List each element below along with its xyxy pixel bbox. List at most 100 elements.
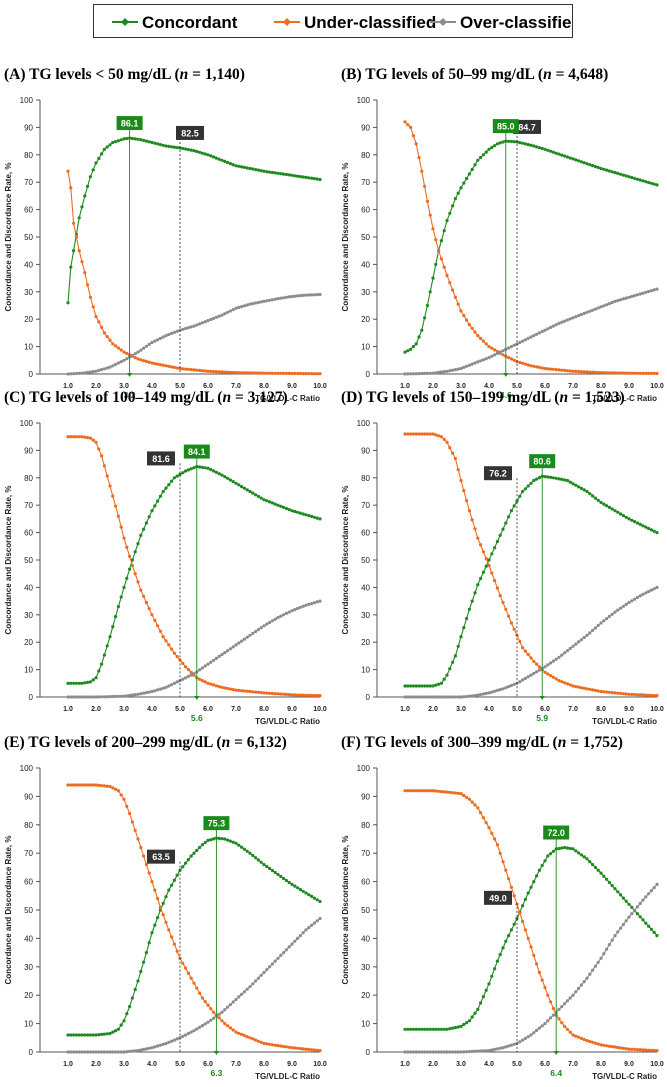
data-point xyxy=(167,332,171,337)
data-point xyxy=(563,154,567,158)
data-point xyxy=(231,840,235,844)
x-tick-label: 7.0 xyxy=(568,706,578,713)
data-point xyxy=(448,1050,452,1054)
data-point xyxy=(467,172,471,176)
data-point xyxy=(504,521,508,525)
data-point xyxy=(647,371,651,375)
data-point xyxy=(605,617,609,621)
data-point xyxy=(434,1050,438,1054)
data-point xyxy=(80,681,84,685)
data-point xyxy=(212,683,216,687)
data-point xyxy=(532,953,536,957)
data-point xyxy=(195,368,199,372)
data-point xyxy=(563,368,567,372)
data-point xyxy=(116,789,120,793)
data-point xyxy=(633,371,637,375)
y-tick-label: 40 xyxy=(361,583,370,592)
reference-value-label: 81.6 xyxy=(152,454,170,464)
data-point xyxy=(161,686,165,690)
x-tick-label: 1.0 xyxy=(400,1061,410,1068)
data-point xyxy=(579,312,583,317)
data-point xyxy=(167,144,171,148)
data-point xyxy=(521,141,525,145)
reference-value-box xyxy=(513,119,541,134)
data-point xyxy=(72,681,76,685)
data-point xyxy=(184,966,188,970)
data-point xyxy=(448,369,452,373)
y-tick-label: 50 xyxy=(24,233,33,242)
data-point xyxy=(217,1016,221,1020)
data-point xyxy=(624,296,628,300)
data-point xyxy=(91,678,95,682)
data-point xyxy=(150,880,154,884)
data-point xyxy=(97,1050,101,1054)
data-point xyxy=(147,140,151,144)
data-point xyxy=(301,372,305,376)
data-point xyxy=(158,905,162,909)
data-point xyxy=(77,216,81,220)
y-tick-label: 80 xyxy=(24,821,33,830)
data-point xyxy=(579,686,583,690)
data-point xyxy=(423,789,427,793)
data-point xyxy=(214,370,218,374)
data-point xyxy=(619,691,623,695)
data-point xyxy=(481,1049,485,1053)
data-point xyxy=(579,370,583,374)
y-tick-label: 50 xyxy=(361,556,370,565)
data-point xyxy=(459,635,463,639)
data-point xyxy=(147,1046,151,1050)
data-point xyxy=(240,689,244,693)
data-point xyxy=(579,983,583,987)
data-point xyxy=(259,1040,263,1044)
x-tick-label: 10.0 xyxy=(650,383,664,390)
data-point xyxy=(144,1047,148,1051)
data-point xyxy=(621,896,625,900)
data-point xyxy=(490,354,494,358)
data-point xyxy=(186,674,190,678)
data-point xyxy=(610,691,614,695)
y-tick-label: 0 xyxy=(366,370,371,379)
data-point xyxy=(627,517,631,521)
data-point xyxy=(571,482,575,486)
data-point xyxy=(86,680,90,684)
data-point xyxy=(237,641,241,645)
data-point xyxy=(105,695,109,699)
data-point xyxy=(459,366,463,371)
data-point xyxy=(582,686,586,690)
data-point xyxy=(192,368,196,372)
data-point xyxy=(122,585,126,589)
y-tick-label: 80 xyxy=(361,474,370,483)
data-point xyxy=(304,603,308,607)
data-point xyxy=(153,362,157,366)
data-point xyxy=(248,633,252,637)
data-point xyxy=(409,1050,413,1054)
data-point xyxy=(94,676,98,680)
data-point xyxy=(613,171,617,175)
data-point xyxy=(470,800,474,804)
x-tick-label: 6.0 xyxy=(203,383,213,390)
data-point xyxy=(543,328,547,332)
data-point xyxy=(172,651,176,655)
data-point xyxy=(467,607,471,611)
data-point xyxy=(310,693,314,697)
data-point xyxy=(428,789,432,793)
data-point xyxy=(568,480,572,484)
data-point xyxy=(414,372,418,376)
data-point xyxy=(206,369,210,373)
data-point xyxy=(512,682,516,686)
data-point xyxy=(526,1035,530,1039)
data-point xyxy=(540,863,544,868)
data-point xyxy=(254,629,258,634)
data-point xyxy=(420,789,424,793)
data-point xyxy=(403,1027,407,1031)
data-point xyxy=(273,692,277,696)
data-point xyxy=(403,432,407,436)
data-point xyxy=(490,690,494,694)
data-point xyxy=(417,432,421,436)
data-point xyxy=(649,889,653,893)
panel-e: (E) TG levels of 200–299 mg/dL (n = 6,13… xyxy=(0,734,330,1081)
data-point xyxy=(100,368,104,372)
data-point xyxy=(240,639,244,643)
data-point xyxy=(214,656,218,660)
data-point xyxy=(425,371,429,375)
